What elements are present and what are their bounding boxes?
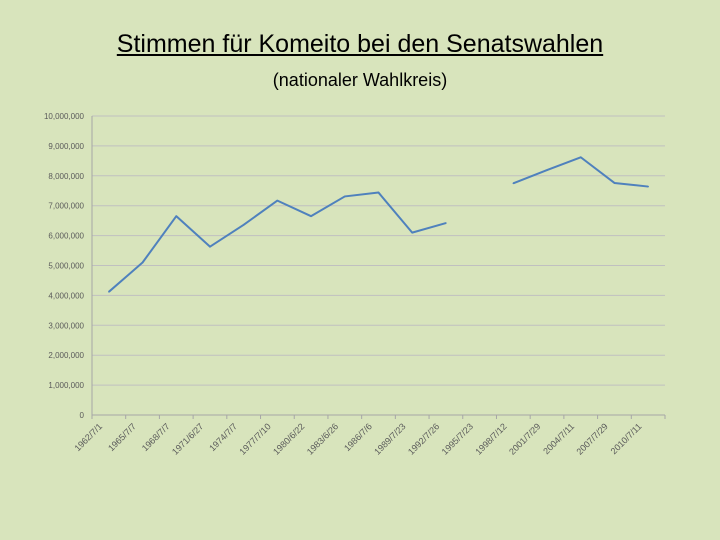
y-tick-label: 8,000,000 xyxy=(48,172,84,181)
y-tick-label: 1,000,000 xyxy=(48,381,84,390)
data-point xyxy=(647,185,649,188)
x-tick-label: 1962/7/1 xyxy=(72,421,104,453)
y-tick-label: 9,000,000 xyxy=(48,142,84,151)
y-tick-label: 5,000,000 xyxy=(48,262,84,271)
x-tick-label: 1983/6/26 xyxy=(305,421,340,456)
data-point xyxy=(445,222,447,224)
x-tick-label: 2010/7/11 xyxy=(609,421,644,456)
x-tick-label: 2004/7/11 xyxy=(541,421,576,456)
y-tick-label: 2,000,000 xyxy=(48,351,84,360)
x-tick-label: 1998/7/12 xyxy=(473,421,508,456)
x-tick-label: 1977/7/10 xyxy=(237,421,272,456)
data-point xyxy=(209,245,211,248)
data-point xyxy=(242,224,245,226)
data-point xyxy=(613,182,616,184)
data-point xyxy=(377,191,380,194)
chart-subtitle: (nationaler Wahlkreis) xyxy=(272,70,448,90)
y-tick-label: 6,000,000 xyxy=(48,232,84,241)
data-point xyxy=(343,195,346,198)
data-point xyxy=(310,215,312,217)
y-tick-label: 3,000,000 xyxy=(48,321,84,330)
x-tick-label: 1980/6/22 xyxy=(271,421,306,456)
x-tick-label: 1965/7/7 xyxy=(106,421,138,453)
y-tick-label: 7,000,000 xyxy=(48,202,84,211)
data-point xyxy=(546,169,548,171)
y-tick-label: 10,000,000 xyxy=(44,112,85,121)
y-tick-label: 4,000,000 xyxy=(48,291,84,300)
data-point xyxy=(579,156,582,159)
data-point xyxy=(175,215,178,217)
x-tick-label: 1986/7/6 xyxy=(342,421,374,453)
series-line xyxy=(512,156,649,188)
chart-title: Stimmen für Komeito bei den Senatswahlen xyxy=(116,30,604,58)
x-tick-label: 1974/7/7 xyxy=(207,421,239,453)
x-tick-label: 2001/7/29 xyxy=(507,421,542,456)
series-line xyxy=(108,191,447,293)
data-point xyxy=(276,199,279,202)
data-point xyxy=(141,261,144,264)
x-tick-label: 1968/7/7 xyxy=(140,421,172,453)
x-tick-label: 1995/7/23 xyxy=(440,421,475,456)
data-point xyxy=(512,182,515,185)
y-tick-label: 0 xyxy=(80,411,85,420)
data-point xyxy=(108,291,110,293)
x-tick-label: 1989/7/23 xyxy=(372,421,407,456)
x-tick-label: 1971/6/27 xyxy=(170,421,205,456)
x-tick-label: 1992/7/26 xyxy=(406,421,441,456)
x-tick-label: 2007/7/29 xyxy=(574,421,609,456)
data-point xyxy=(411,231,414,234)
